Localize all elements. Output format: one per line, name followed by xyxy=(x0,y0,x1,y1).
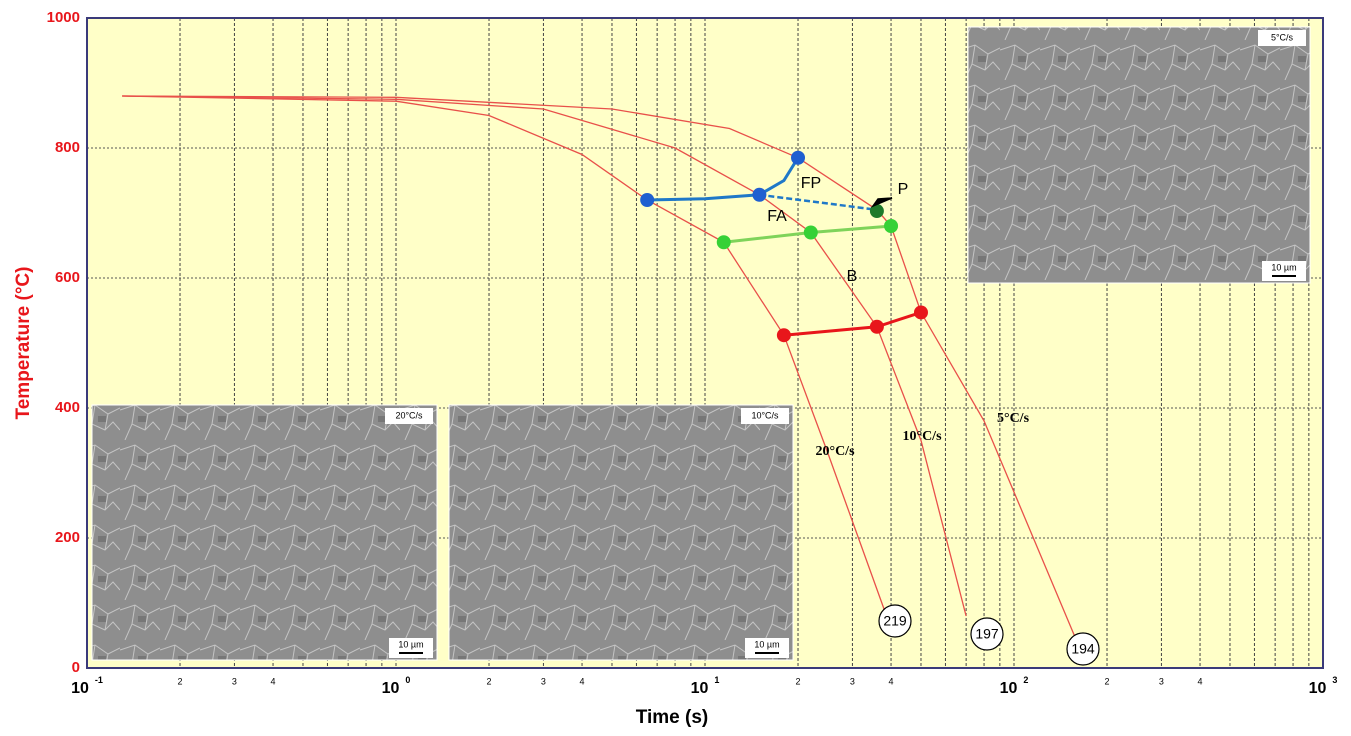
curve-label: 20°C/s xyxy=(815,444,855,459)
x-minor-tick-label: 3 xyxy=(1159,676,1164,686)
scale-label: 10 µm xyxy=(398,639,423,649)
x-tick-base: 10 xyxy=(1309,680,1327,697)
x-tick-base: 10 xyxy=(71,680,89,697)
x-minor-tick-label: 2 xyxy=(1105,676,1110,686)
cooling-curve xyxy=(122,95,1078,643)
phase-label: B xyxy=(847,268,858,285)
plot-border xyxy=(86,17,1324,669)
x-tick-base: 10 xyxy=(691,680,709,697)
x-minor-tick-label: 2 xyxy=(487,676,492,686)
transformation-point xyxy=(776,328,791,343)
transformation-point xyxy=(791,150,806,165)
transformation-line xyxy=(759,193,878,212)
hardness-circle xyxy=(970,617,1004,651)
x-tick-exponent: 1 xyxy=(714,675,719,685)
transformation-point xyxy=(869,319,884,334)
inset-label: 5°C/s xyxy=(1271,32,1294,42)
transformation-point xyxy=(640,193,655,207)
x-tick-base: 10 xyxy=(1000,680,1018,697)
x-minor-tick-label: 4 xyxy=(1198,676,1203,686)
inset-label-box xyxy=(1258,30,1306,46)
micrograph xyxy=(91,404,438,661)
x-tick-exponent: 0 xyxy=(405,675,410,685)
phase-label: P xyxy=(898,181,909,198)
y-tick-label: 600 xyxy=(55,269,80,286)
pointer-arrow xyxy=(870,197,893,208)
hardness-circle xyxy=(1066,632,1100,666)
x-minor-tick-label: 4 xyxy=(271,676,276,686)
transformation-point xyxy=(716,235,731,250)
y-tick-label: 0 xyxy=(72,659,80,676)
x-axis-title: Time (s) xyxy=(636,707,709,728)
curve-label: 10°C/s xyxy=(902,429,942,444)
x-minor-tick-label: 3 xyxy=(541,676,546,686)
x-tick-label: 10 3 xyxy=(1309,675,1338,697)
inset-label: 10°C/s xyxy=(751,410,779,420)
hardness-label: 194 xyxy=(1071,641,1095,657)
micrograph xyxy=(967,26,1311,284)
x-tick-exponent: -1 xyxy=(95,675,103,685)
x-tick-label: 10 1 xyxy=(691,675,720,697)
phase-label: FA xyxy=(767,208,787,225)
y-tick-label: 800 xyxy=(55,139,80,156)
y-tick-label: 1000 xyxy=(47,9,80,26)
x-tick-label: 10 2 xyxy=(1000,675,1029,697)
y-tick-label: 400 xyxy=(55,399,80,416)
y-axis-title: Temperature (°C) xyxy=(13,267,34,420)
x-minor-tick-label: 3 xyxy=(232,676,237,686)
inset-label: 20°C/s xyxy=(395,410,423,420)
scale-label: 10 µm xyxy=(754,639,779,649)
x-tick-base: 10 xyxy=(382,680,400,697)
transformation-point xyxy=(752,187,767,202)
x-minor-tick-label: 2 xyxy=(178,676,183,686)
transformation-point xyxy=(913,305,928,320)
y-tick-label: 200 xyxy=(55,529,80,546)
x-minor-tick-label: 4 xyxy=(889,676,894,686)
hardness-label: 197 xyxy=(975,626,999,642)
x-tick-exponent: 2 xyxy=(1023,675,1028,685)
transformation-point xyxy=(884,219,899,233)
x-minor-tick-label: 3 xyxy=(850,676,855,686)
phase-label: FP xyxy=(801,175,821,192)
micrograph xyxy=(448,404,794,661)
transformation-point xyxy=(803,225,818,240)
x-tick-exponent: 3 xyxy=(1332,675,1337,685)
transformation-point xyxy=(869,204,884,219)
x-minor-tick-label: 2 xyxy=(796,676,801,686)
hardness-label: 219 xyxy=(883,613,907,629)
inset-label-box xyxy=(741,408,789,424)
x-tick-label: 10 -1 xyxy=(71,675,103,697)
scale-label: 10 µm xyxy=(1271,262,1296,272)
inset-label-box xyxy=(385,408,433,424)
hardness-circle xyxy=(878,604,912,638)
x-minor-tick-label: 4 xyxy=(580,676,585,686)
curve-label: 5°C/s xyxy=(997,411,1030,426)
x-tick-label: 10 0 xyxy=(382,675,411,697)
